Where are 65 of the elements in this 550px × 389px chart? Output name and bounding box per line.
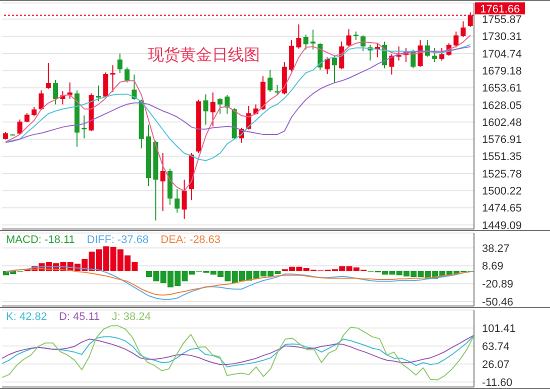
candlestick bbox=[346, 28, 352, 47]
text: K: 42.82 bbox=[6, 311, 47, 323]
candlestick bbox=[332, 55, 337, 83]
ref-line-label: 1761.66 bbox=[480, 3, 520, 16]
line-series bbox=[5, 46, 471, 143]
candlestick bbox=[210, 92, 216, 127]
y-tick-label: 101.41 bbox=[482, 322, 516, 335]
text: 现货黄金日线图 bbox=[148, 46, 260, 66]
candlestick bbox=[174, 188, 180, 214]
y-tick-label: 1474.65 bbox=[482, 202, 522, 215]
y-tick-label: 1653.61 bbox=[482, 82, 522, 95]
y-tick-label: 1679.18 bbox=[482, 66, 522, 78]
candlestick bbox=[432, 47, 438, 63]
y-tick-label: 1449.09 bbox=[482, 220, 522, 232]
series-label: D: 45.11 bbox=[58, 311, 100, 323]
y-tick-label: 1602.48 bbox=[482, 116, 522, 129]
candlestick bbox=[53, 79, 58, 105]
candlestick bbox=[324, 56, 330, 74]
candlestick bbox=[418, 40, 423, 68]
y-tick-label: 38.27 bbox=[482, 242, 510, 255]
candlestick bbox=[160, 152, 166, 212]
candlestick bbox=[110, 64, 116, 92]
y-tick-label: 1576.91 bbox=[482, 134, 522, 146]
candlestick bbox=[268, 69, 273, 92]
candlestick bbox=[296, 24, 302, 50]
y-tick-label: -50.46 bbox=[482, 296, 514, 308]
text: DEA: -28.63 bbox=[160, 234, 221, 246]
y-tick-label: 1755.87 bbox=[482, 14, 522, 26]
candlestick bbox=[124, 66, 130, 83]
candlestick bbox=[117, 53, 122, 74]
candlestick bbox=[218, 98, 223, 114]
candlestick bbox=[203, 94, 208, 126]
y-tick-label: 1628.05 bbox=[482, 100, 522, 112]
candlestick bbox=[32, 106, 37, 117]
candlestick bbox=[24, 112, 30, 123]
y-tick-label: 1525.78 bbox=[482, 168, 522, 180]
y-tick-label: 1704.74 bbox=[482, 48, 522, 60]
y-tick-label: 1730.31 bbox=[482, 31, 522, 44]
candlestick bbox=[182, 179, 187, 220]
candlestick bbox=[424, 40, 430, 58]
candlestick bbox=[339, 41, 344, 70]
y-tick-label: -11.60 bbox=[482, 376, 512, 389]
y-tick-label: 26.07 bbox=[482, 358, 510, 371]
y-tick-label: 1551.35 bbox=[482, 151, 522, 164]
candlestick bbox=[439, 47, 444, 62]
series-label: J: 38.24 bbox=[112, 311, 151, 323]
line-series bbox=[2, 325, 474, 380]
candlestick bbox=[389, 54, 394, 76]
candlestick bbox=[46, 62, 51, 90]
candlestick bbox=[303, 34, 308, 50]
candlestick bbox=[310, 29, 316, 50]
y-tick-label: 1500.22 bbox=[482, 186, 522, 198]
y-tick-label: 63.74 bbox=[482, 340, 510, 353]
candlestick bbox=[96, 85, 101, 102]
candlestick bbox=[454, 31, 459, 48]
candlestick bbox=[103, 72, 108, 98]
line-series bbox=[5, 44, 471, 162]
text: DIFF: -37.68 bbox=[86, 234, 149, 246]
candlestick bbox=[17, 118, 22, 135]
y-tick-label: -20.89 bbox=[482, 278, 514, 291]
series-label: MACD: -18.11 bbox=[6, 234, 75, 246]
candlestick bbox=[224, 94, 230, 114]
candlestick bbox=[460, 20, 466, 38]
y-tick-label: 8.69 bbox=[482, 260, 504, 273]
candlestick bbox=[38, 90, 44, 111]
